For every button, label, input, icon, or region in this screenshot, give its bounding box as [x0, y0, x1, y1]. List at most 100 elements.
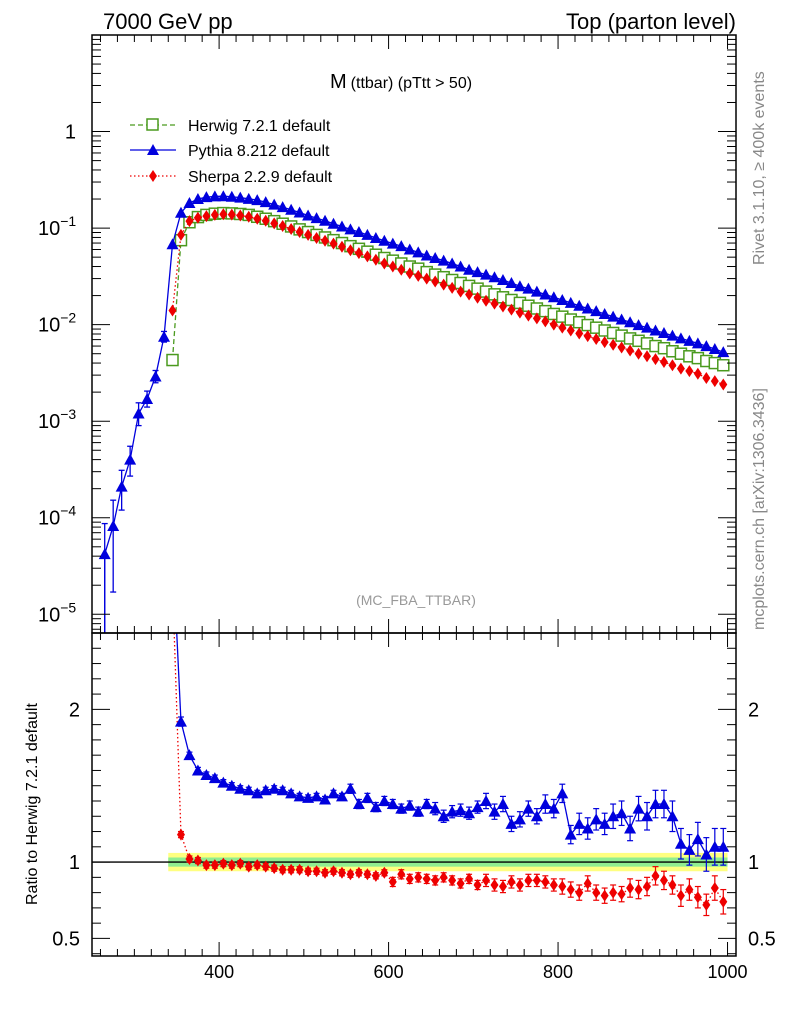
ratio-y-tick-label: 0.5	[748, 928, 776, 950]
data-point	[498, 300, 507, 313]
data-point	[539, 288, 552, 300]
data-point	[564, 296, 577, 308]
y-tick-label: 10−4	[38, 503, 76, 530]
data-point	[312, 865, 321, 878]
data-point	[624, 822, 637, 834]
data-point	[480, 268, 493, 280]
data-point	[107, 520, 120, 532]
data-point	[268, 782, 281, 794]
data-point	[498, 880, 507, 893]
data-point	[683, 843, 696, 855]
data-point	[641, 321, 654, 333]
data-point	[312, 231, 321, 244]
data-point	[354, 247, 363, 260]
data-point	[641, 810, 654, 822]
data-point	[617, 341, 626, 354]
data-point	[285, 787, 298, 799]
data-point	[295, 863, 304, 876]
data-point	[522, 802, 535, 814]
data-point	[549, 318, 558, 331]
x-tick-label: 800	[543, 962, 573, 982]
data-point	[414, 269, 423, 282]
data-point	[463, 807, 476, 819]
data-point	[253, 212, 262, 225]
data-point	[634, 883, 643, 896]
data-point	[573, 299, 586, 311]
data-point	[287, 863, 296, 876]
data-point	[558, 880, 567, 893]
data-point	[480, 794, 493, 806]
data-point	[363, 868, 372, 881]
data-point	[575, 327, 584, 340]
data-point	[202, 859, 211, 872]
data-point	[719, 895, 728, 908]
ratio-series-sherpa	[176, 828, 728, 917]
series-herwig	[166, 206, 730, 372]
data-point	[378, 794, 391, 806]
data-point	[624, 316, 637, 328]
ratio-y-tick-label: 0.5	[52, 928, 80, 950]
data-point	[422, 272, 431, 285]
data-point	[583, 877, 592, 890]
data-point	[346, 244, 355, 257]
data-point	[448, 281, 457, 294]
data-point	[541, 315, 550, 328]
data-point	[431, 874, 440, 887]
data-point	[592, 886, 601, 899]
data-point	[344, 223, 357, 235]
data-point	[293, 790, 306, 802]
data-point	[490, 297, 499, 310]
data-point	[429, 802, 442, 814]
data-point	[329, 237, 338, 250]
data-point	[378, 234, 391, 246]
data-point	[236, 209, 245, 222]
data-point	[558, 321, 567, 334]
data-point	[513, 813, 526, 825]
data-point	[609, 886, 618, 899]
data-point	[217, 776, 230, 788]
data-point	[251, 787, 264, 799]
data-point	[556, 293, 569, 305]
data-point	[380, 866, 389, 879]
data-point	[405, 872, 414, 885]
data-point	[515, 306, 524, 319]
ratio-y-tick-label: 1	[69, 852, 80, 874]
data-point	[174, 715, 187, 727]
data-point	[183, 749, 196, 761]
data-point	[168, 304, 177, 317]
data-point	[549, 878, 558, 891]
data-point	[465, 872, 474, 885]
data-point	[710, 882, 719, 895]
data-point	[505, 276, 518, 288]
data-point	[344, 782, 357, 794]
data-point	[626, 344, 635, 357]
data-point	[456, 285, 465, 298]
data-point	[532, 312, 541, 325]
data-point	[261, 860, 270, 873]
data-point	[719, 378, 728, 391]
data-point	[251, 194, 264, 206]
data-point	[278, 863, 287, 876]
data-point	[590, 305, 603, 317]
data-point	[643, 880, 652, 893]
data-point	[592, 333, 601, 346]
data-point	[626, 882, 635, 895]
data-point	[176, 228, 185, 241]
data-point	[141, 392, 154, 404]
data-point	[261, 214, 270, 227]
data-point	[310, 790, 323, 802]
data-point	[217, 190, 230, 202]
data-point	[657, 326, 670, 338]
data-point	[174, 206, 187, 218]
data-point	[666, 329, 679, 341]
data-point	[717, 840, 730, 852]
data-point	[488, 805, 501, 817]
data-point	[600, 336, 609, 349]
data-point	[191, 764, 204, 776]
data-point	[319, 793, 332, 805]
data-point	[403, 243, 416, 255]
data-point	[420, 249, 433, 261]
data-point	[496, 274, 509, 285]
data-point	[717, 346, 730, 358]
data-point	[386, 237, 399, 249]
